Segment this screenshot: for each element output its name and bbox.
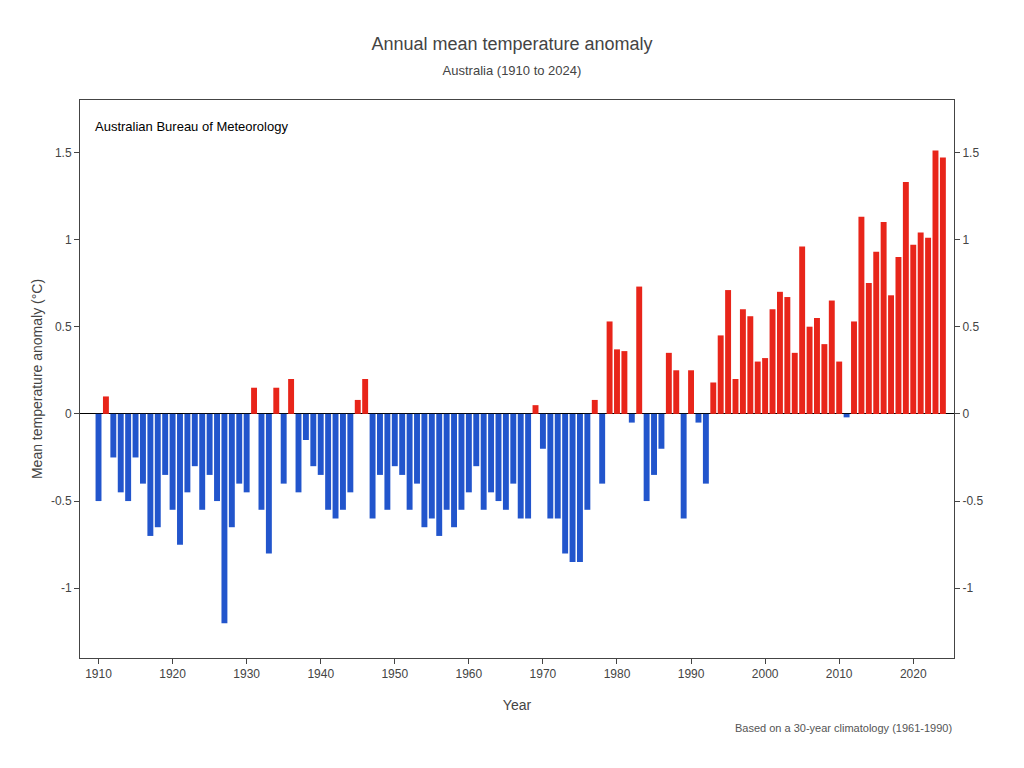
- svg-text:2010: 2010: [826, 667, 853, 681]
- svg-text:1.5: 1.5: [962, 146, 979, 160]
- svg-text:1920: 1920: [159, 667, 186, 681]
- svg-text:Based on a 30-year climatology: Based on a 30-year climatology (1961-199…: [735, 722, 952, 734]
- svg-text:-1: -1: [61, 581, 72, 595]
- svg-text:-0.5: -0.5: [962, 494, 983, 508]
- svg-text:1990: 1990: [678, 667, 705, 681]
- svg-text:1940: 1940: [307, 667, 334, 681]
- svg-text:-0.5: -0.5: [51, 494, 72, 508]
- svg-text:1930: 1930: [233, 667, 260, 681]
- svg-text:0: 0: [65, 407, 72, 421]
- svg-text:Australian Bureau of Meteorolo: Australian Bureau of Meteorology: [95, 119, 288, 134]
- svg-text:1910: 1910: [85, 667, 112, 681]
- svg-text:1980: 1980: [604, 667, 631, 681]
- svg-text:2020: 2020: [900, 667, 927, 681]
- svg-text:1950: 1950: [381, 667, 408, 681]
- svg-text:1: 1: [65, 233, 72, 247]
- svg-text:1: 1: [962, 233, 969, 247]
- svg-text:1.5: 1.5: [55, 146, 72, 160]
- svg-text:1970: 1970: [530, 667, 557, 681]
- svg-text:Annual mean temperature anomal: Annual mean temperature anomaly: [371, 34, 652, 54]
- svg-text:Year: Year: [503, 697, 532, 713]
- svg-text:0.5: 0.5: [55, 320, 72, 334]
- svg-text:0.5: 0.5: [962, 320, 979, 334]
- svg-text:-1: -1: [962, 581, 973, 595]
- svg-text:Mean temperature anomaly (°C): Mean temperature anomaly (°C): [29, 279, 45, 479]
- svg-text:Australia (1910 to 2024): Australia (1910 to 2024): [443, 63, 582, 78]
- svg-text:1960: 1960: [456, 667, 483, 681]
- svg-text:0: 0: [962, 407, 969, 421]
- svg-text:2000: 2000: [752, 667, 779, 681]
